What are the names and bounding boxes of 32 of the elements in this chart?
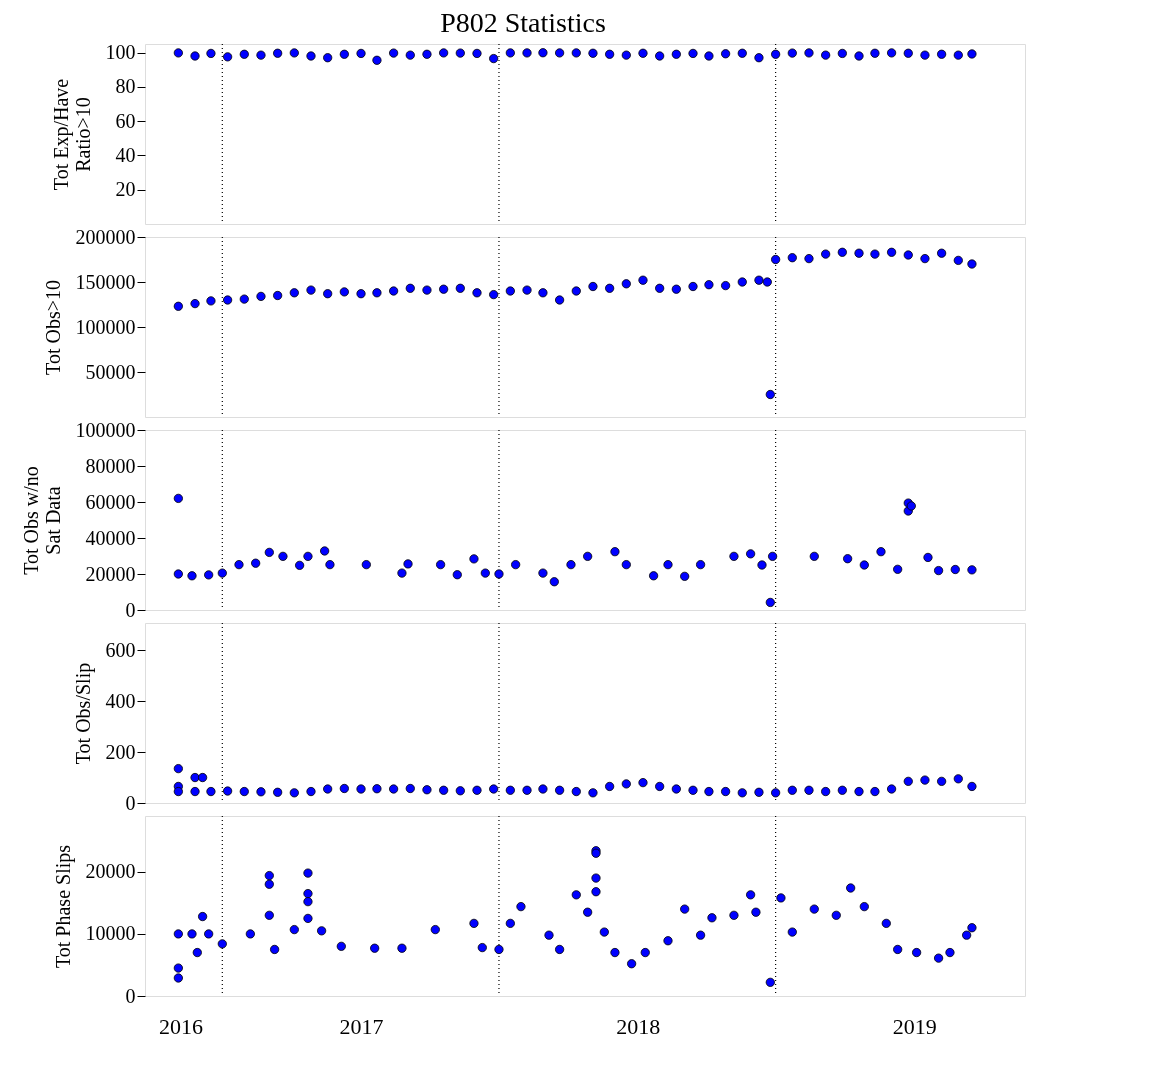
y-tick-label: 40000 <box>85 526 136 549</box>
y-axis-title: Tot Phase Slips <box>51 844 75 969</box>
y-tick-label: 20000 <box>85 562 136 585</box>
y-tick-label: 0 <box>125 984 136 1007</box>
y-tick-label: 80 <box>115 75 136 98</box>
y-tick-label: 600 <box>105 638 136 661</box>
y-tick-label: 20000 <box>85 860 136 883</box>
y-tick-label: 60 <box>115 109 136 132</box>
chart-title: P802 Statistics <box>440 7 606 39</box>
y-tick-label: 400 <box>105 689 136 712</box>
x-tick-label: 2019 <box>892 1013 937 1039</box>
y-tick-label: 80000 <box>85 454 136 477</box>
y-tick-label: 50000 <box>85 360 136 383</box>
y-axis-title: Tot Obs w/no Sat Data <box>19 466 64 575</box>
x-tick-label: 2018 <box>616 1013 661 1039</box>
y-axis-title: Tot Exp/Have Ratio>10 <box>49 78 94 191</box>
y-tick-label: 150000 <box>75 270 136 293</box>
y-tick-label: 200000 <box>75 225 136 248</box>
y-axis-title: Tot Obs/Slip <box>71 662 95 765</box>
y-tick-label: 100000 <box>75 418 136 441</box>
x-tick-label: 2016 <box>159 1013 204 1039</box>
y-tick-label: 100000 <box>75 315 136 338</box>
y-tick-label: 40 <box>115 143 136 166</box>
y-tick-label: 0 <box>125 598 136 621</box>
y-axis-title: Tot Obs>10 <box>41 280 64 375</box>
y-tick-label: 200 <box>105 740 136 763</box>
y-tick-label: 20 <box>115 178 136 201</box>
y-tick-label: 60000 <box>85 490 136 513</box>
x-tick-label: 2017 <box>339 1013 384 1039</box>
y-tick-label: 10000 <box>85 922 136 945</box>
y-tick-label: 0 <box>125 791 136 814</box>
y-tick-label: 100 <box>105 41 136 64</box>
